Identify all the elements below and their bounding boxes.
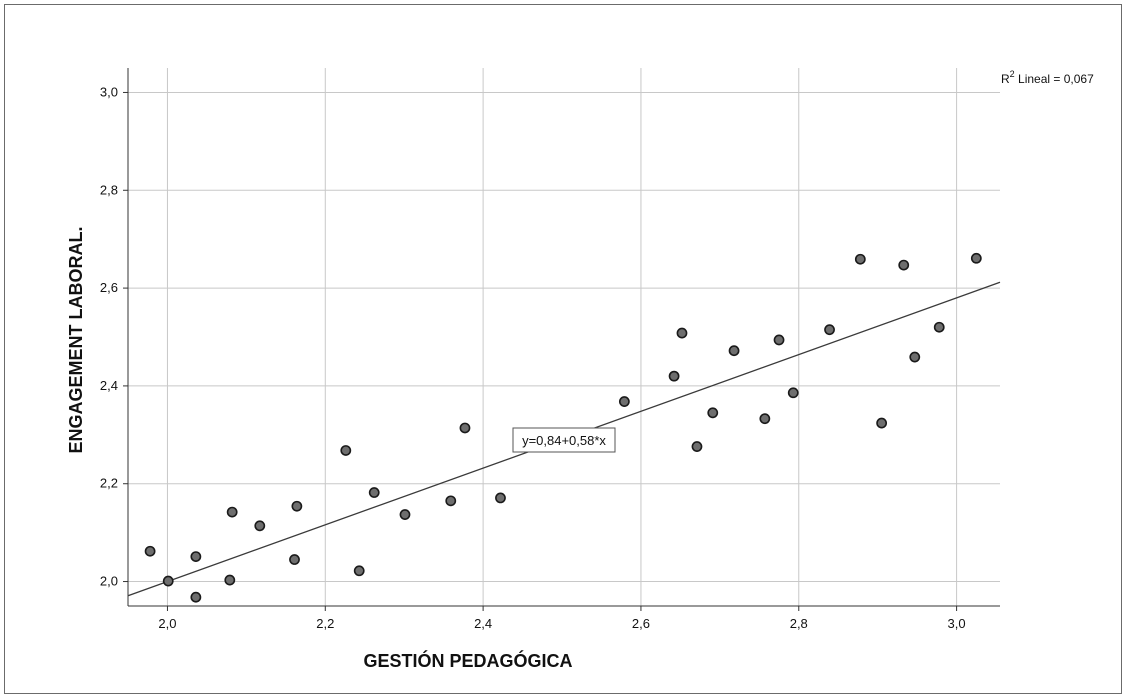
data-point bbox=[368, 487, 380, 498]
labels-layer: 2,0 2,2 2,4 2,6 2,8 3,0 2,0 2,2 2,4 2,6 2,8 3,0 bbox=[100, 84, 966, 631]
data-point bbox=[933, 321, 945, 333]
x-tick-label: 2,4 bbox=[474, 616, 492, 631]
data-point bbox=[787, 387, 799, 399]
data-point bbox=[970, 252, 982, 264]
data-point bbox=[162, 575, 174, 587]
y-tick-label: 2,2 bbox=[100, 476, 118, 491]
y-tick-label: 3,0 bbox=[100, 84, 118, 99]
x-tick-label: 2,8 bbox=[790, 616, 808, 631]
data-point bbox=[190, 551, 202, 563]
x-tick-label: 2,2 bbox=[316, 616, 334, 631]
data-point bbox=[254, 520, 266, 532]
chart-frame bbox=[4, 4, 1122, 694]
y-tick-label: 2,4 bbox=[100, 378, 118, 393]
y-axis-title: ENGAGEMENT LABORAL. bbox=[66, 227, 86, 454]
data-point bbox=[459, 422, 471, 434]
r2-prefix: R bbox=[1001, 72, 1010, 86]
data-point bbox=[291, 500, 303, 512]
data-point bbox=[824, 324, 835, 336]
r2-superscript: 2 bbox=[1010, 69, 1015, 79]
data-point bbox=[445, 495, 457, 507]
equation-box: y=0,84+0,58*x bbox=[512, 427, 616, 453]
r2-suffix: Lineal = 0,067 bbox=[1015, 72, 1094, 86]
data-point bbox=[854, 253, 866, 265]
axis-layer bbox=[123, 68, 1000, 611]
data-point bbox=[224, 574, 236, 586]
data-point bbox=[289, 554, 300, 565]
x-tick-label: 2,6 bbox=[632, 616, 650, 631]
x-axis-title: GESTIÓN PEDAGÓGICA bbox=[363, 650, 572, 671]
data-point bbox=[190, 591, 202, 603]
data-point bbox=[759, 413, 771, 425]
data-point bbox=[144, 545, 156, 557]
data-point bbox=[353, 565, 365, 577]
y-tick-label: 2,8 bbox=[100, 182, 118, 197]
r2-label: R2 Lineal = 0,067 bbox=[1001, 69, 1094, 86]
data-point bbox=[340, 445, 352, 456]
data-point bbox=[618, 396, 630, 407]
data-point bbox=[676, 327, 688, 339]
data-point bbox=[728, 345, 740, 357]
data-point bbox=[399, 509, 411, 520]
y-tick-label: 2,6 bbox=[100, 280, 118, 295]
data-point bbox=[495, 492, 506, 504]
data-point bbox=[876, 417, 888, 429]
grid-layer bbox=[128, 68, 1000, 606]
data-point bbox=[707, 407, 719, 419]
data-point bbox=[668, 370, 680, 382]
x-tick-label: 2,0 bbox=[158, 616, 176, 631]
y-tick-label: 2,0 bbox=[100, 574, 118, 589]
data-point bbox=[691, 441, 703, 452]
data-point bbox=[226, 506, 238, 518]
data-point bbox=[898, 259, 910, 271]
data-points-layer bbox=[144, 252, 982, 603]
equation-label: y=0,84+0,58*x bbox=[522, 433, 606, 448]
x-tick-label: 3,0 bbox=[948, 616, 966, 631]
data-point bbox=[909, 351, 921, 363]
equation-box-border bbox=[512, 427, 616, 453]
data-point bbox=[773, 334, 785, 346]
